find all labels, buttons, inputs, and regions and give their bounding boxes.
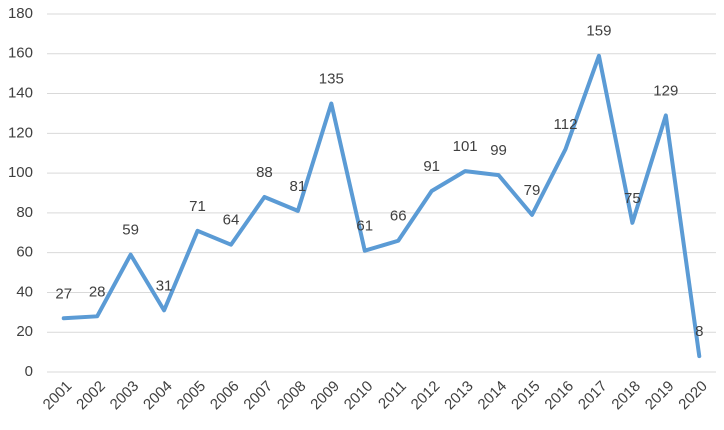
- x-tick-label: 2001: [40, 378, 76, 414]
- data-label: 59: [122, 222, 139, 239]
- x-tick-label: 2012: [408, 378, 444, 414]
- x-tick-label: 2007: [240, 378, 276, 414]
- data-label: 79: [524, 182, 541, 199]
- data-label: 99: [490, 142, 507, 159]
- x-tick-label: 2019: [642, 378, 678, 414]
- data-label: 71: [189, 198, 206, 215]
- y-tick-label: 80: [16, 204, 33, 221]
- data-label: 75: [624, 190, 641, 207]
- x-tick-label: 2014: [475, 378, 511, 414]
- data-label: 88: [256, 164, 273, 181]
- x-tick-label: 2004: [140, 378, 176, 414]
- x-tick-label: 2013: [441, 378, 477, 414]
- x-tick-label: 2010: [341, 378, 377, 414]
- x-tick-label: 2015: [508, 378, 544, 414]
- y-tick-label: 100: [8, 164, 33, 181]
- x-tick-label: 2002: [73, 378, 109, 414]
- y-tick-label: 20: [16, 323, 33, 340]
- x-tick-label: 2005: [174, 378, 210, 414]
- y-tick-label: 60: [16, 244, 33, 261]
- x-tick-label: 2009: [307, 378, 343, 414]
- x-tick-label: 2006: [207, 378, 243, 414]
- y-tick-label: 0: [25, 363, 33, 380]
- data-label: 112: [554, 116, 578, 133]
- y-tick-label: 180: [8, 5, 33, 22]
- x-tick-label: 2008: [274, 378, 310, 414]
- x-tick-label: 2016: [541, 378, 577, 414]
- x-tick-label: 2017: [575, 378, 611, 414]
- data-label: 66: [390, 208, 407, 225]
- y-tick-label: 120: [8, 124, 33, 141]
- data-label: 31: [156, 277, 173, 294]
- data-label: 135: [319, 70, 344, 87]
- data-line: [61, 53, 702, 359]
- y-tick-label: 40: [16, 283, 33, 300]
- x-tick-label: 2003: [107, 378, 143, 414]
- data-label: 64: [223, 212, 240, 229]
- data-label: 129: [653, 82, 678, 99]
- data-label: 8: [695, 323, 703, 340]
- x-tick-label: 2020: [675, 378, 711, 414]
- x-tick-label: 2011: [375, 378, 410, 413]
- data-label: 28: [89, 283, 106, 300]
- x-tick-label: 2018: [608, 378, 644, 414]
- data-label: 81: [290, 178, 307, 195]
- y-tick-label: 160: [8, 45, 33, 62]
- data-label: 91: [423, 158, 440, 175]
- data-label: 159: [586, 23, 611, 40]
- data-label: 101: [453, 138, 478, 155]
- data-label: 27: [55, 285, 72, 302]
- data-label: 61: [356, 218, 373, 235]
- y-tick-label: 140: [8, 85, 33, 102]
